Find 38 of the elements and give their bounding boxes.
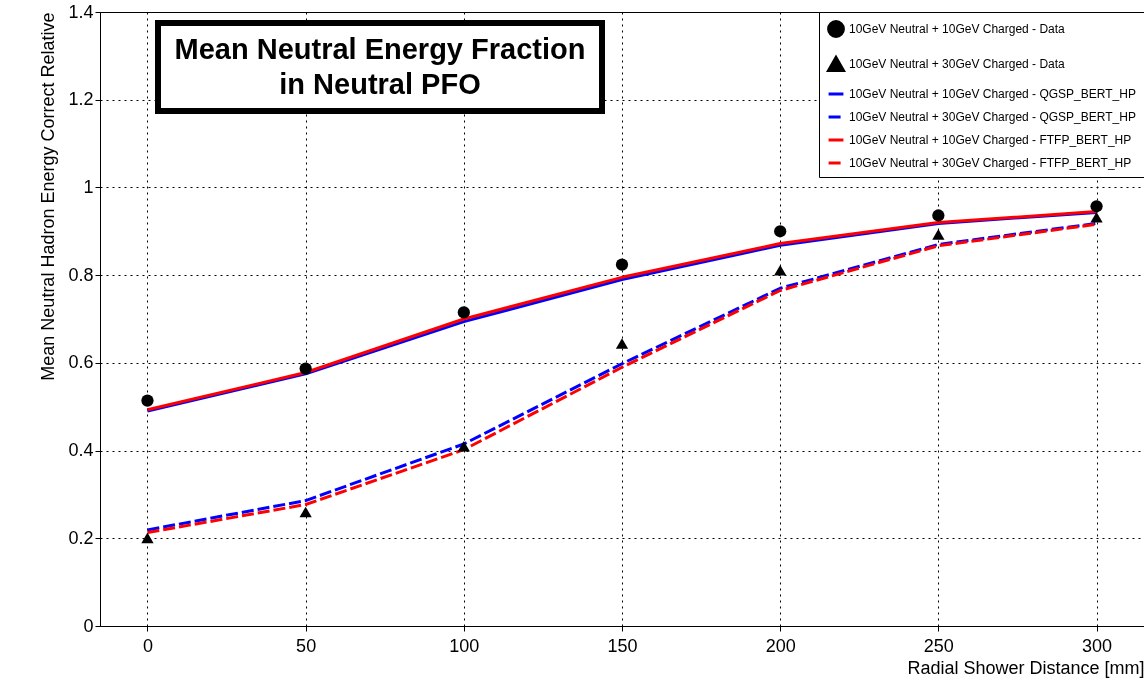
y-tick-label: 0.2	[68, 527, 94, 548]
y-tick-label: 1.2	[68, 89, 94, 110]
point	[1090, 211, 1103, 223]
legend-label: 10GeV Neutral + 30GeV Charged - FTFP_BERT_HP	[849, 156, 1132, 170]
legend-label: 10GeV Neutral + 30GeV Charged - Data	[849, 57, 1066, 71]
y-tick-label: 0.6	[68, 352, 94, 373]
x-axis-title: Radial Shower Distance [mm]	[907, 657, 1145, 678]
x-tick-label: 200	[765, 635, 796, 656]
point	[932, 209, 945, 222]
point	[615, 338, 629, 349]
y-tick-label: 0.8	[68, 264, 94, 285]
point	[615, 258, 629, 271]
point	[774, 265, 787, 276]
y-axis-title: Mean Neutral Hadron Energy Correct Relative	[38, 12, 59, 381]
y-tick-label: 1.4	[68, 1, 94, 22]
legend-label: 10GeV Neutral + 10GeV Charged - FTFP_BERT_HP	[849, 133, 1132, 147]
point	[774, 225, 787, 238]
point	[141, 394, 154, 407]
legend-label: 10GeV Neutral + 10GeV Charged - QGSP_BERT_HP	[849, 87, 1136, 101]
x-tick-label: 100	[449, 635, 480, 656]
x-tick-label: 300	[1082, 635, 1113, 656]
point	[299, 362, 312, 375]
point	[141, 532, 154, 544]
point	[1090, 200, 1103, 213]
x-tick-label: 150	[607, 635, 638, 656]
point	[932, 229, 945, 240]
y-tick-label: 0	[83, 615, 94, 636]
x-tick-label: 250	[923, 635, 954, 656]
point	[299, 506, 312, 518]
point	[457, 306, 470, 319]
text: Mean Neutral Energy Fraction in Neutral PFO	[155, 20, 605, 114]
y-tick-label: 1	[83, 176, 94, 197]
legend-label: 10GeV Neutral + 30GeV Charged - QGSP_BERT_HP	[849, 110, 1136, 124]
legend-label: 10GeV Neutral + 10GeV Charged - Data	[849, 22, 1066, 36]
x-tick-label: 0	[142, 635, 153, 656]
x-tick-label: 50	[296, 635, 317, 656]
y-tick-label: 0.4	[68, 440, 94, 461]
point	[457, 440, 470, 452]
